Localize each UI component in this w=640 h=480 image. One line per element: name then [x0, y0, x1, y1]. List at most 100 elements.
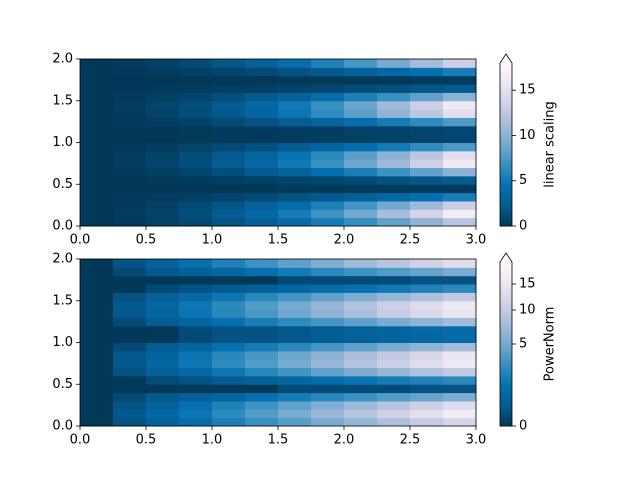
heatmap-cell — [311, 209, 345, 219]
heatmap-cell — [80, 200, 114, 210]
colorbar-swatch — [500, 99, 512, 103]
colorbar-swatch — [500, 278, 512, 281]
heatmap-cell — [344, 142, 378, 152]
heatmap-cell — [278, 409, 312, 419]
heatmap-cell — [410, 417, 444, 427]
heatmap-cell — [113, 75, 147, 85]
heatmap-cell — [212, 334, 246, 343]
colorbar-swatch — [500, 264, 512, 267]
heatmap-cell — [146, 192, 180, 202]
colorbar-swatch — [500, 87, 512, 90]
colorbar-swatch — [500, 122, 512, 125]
heatmap-cell — [443, 117, 477, 127]
colorbar-swatch — [500, 79, 512, 82]
heatmap-cell — [113, 192, 147, 202]
colorbar-swatch — [500, 221, 512, 225]
heatmap-cell — [278, 159, 312, 169]
heatmap-cell — [443, 200, 477, 210]
heatmap-cell — [311, 184, 345, 194]
heatmap-cell — [278, 92, 312, 102]
colorbar-swatch — [500, 118, 512, 121]
colorbar-swatch — [500, 274, 512, 277]
heatmap-cell — [80, 209, 114, 219]
colorbar-swatch — [500, 160, 512, 164]
heatmap-cell — [212, 209, 246, 219]
heatmap-cell — [212, 192, 246, 202]
heatmap-cell — [311, 259, 345, 268]
heatmap-cell — [278, 125, 312, 135]
heatmap-cell — [80, 275, 114, 285]
colorbar-swatch — [500, 142, 512, 145]
heatmap-cell — [377, 109, 411, 118]
heatmap-cell — [410, 217, 444, 227]
colorbar-swatch — [500, 162, 512, 166]
colorbar-swatch — [500, 81, 512, 84]
colorbar-swatch — [500, 213, 512, 217]
heatmap-cell — [344, 392, 378, 402]
heatmap-cell — [344, 167, 378, 177]
heatmap-cell — [410, 125, 444, 135]
colorbar-swatch — [500, 356, 512, 359]
heatmap-cell — [146, 209, 180, 219]
colorbar-swatch — [500, 407, 512, 411]
heatmap-cell — [377, 200, 411, 210]
colorbar-swatch — [500, 303, 512, 306]
heatmap-cell — [377, 159, 411, 169]
heatmap-cell — [212, 350, 246, 360]
colorbar-tick-label: 0 — [519, 419, 527, 434]
heatmap-cell — [212, 417, 246, 427]
heatmap-cell — [212, 109, 246, 118]
colorbar-swatch — [500, 71, 512, 74]
colorbar-swatch — [500, 417, 512, 421]
heatmap-cell — [278, 417, 312, 427]
colorbar-swatch — [500, 391, 512, 394]
heatmap-cell — [212, 275, 246, 285]
heatmap-cell — [410, 275, 444, 285]
x-tick-label: 0.0 — [70, 433, 91, 448]
heatmap-cell — [311, 334, 345, 343]
heatmap-cell — [311, 175, 345, 185]
heatmap-cell — [179, 259, 213, 268]
heatmap-cell — [311, 200, 345, 210]
colorbar-swatch — [500, 298, 512, 302]
heatmap-cell — [179, 325, 213, 335]
colorbar-swatch — [500, 389, 512, 392]
heatmap-cell — [245, 409, 279, 419]
heatmap-cell — [212, 375, 246, 385]
heatmap-cell — [113, 100, 147, 110]
heatmap-cell — [344, 350, 378, 360]
y-tick-label: 1.5 — [52, 293, 73, 308]
colorbar-swatch — [500, 358, 512, 361]
colorbar-swatch — [500, 362, 512, 365]
colorbar-swatch — [500, 115, 512, 119]
colorbar-swatch — [500, 203, 512, 207]
heatmap-cell — [278, 209, 312, 219]
heatmap-cell — [179, 100, 213, 110]
colorbar-swatch — [500, 403, 512, 406]
heatmap-cell — [212, 309, 246, 318]
heatmap-cell — [443, 175, 477, 185]
heatmap-cell — [278, 284, 312, 293]
heatmap-cell — [113, 367, 147, 377]
heatmap-cell — [212, 359, 246, 369]
colorbar-swatch — [500, 107, 512, 111]
heatmap-cell — [245, 275, 279, 285]
heatmap-cell — [80, 100, 114, 110]
heatmap-cell — [311, 275, 345, 285]
heatmap-cell — [278, 67, 312, 77]
colorbar-swatch — [500, 207, 512, 211]
heatmap-cell — [443, 367, 477, 377]
heatmap-cell — [377, 384, 411, 394]
colorbar-tick-label: 5 — [519, 173, 527, 188]
heatmap-cell — [410, 192, 444, 202]
colorbar-swatch — [500, 423, 512, 427]
y-tick-label: 1.0 — [52, 135, 73, 150]
heatmap-cell — [344, 100, 378, 110]
heatmap-cell — [377, 342, 411, 352]
heatmap-cell — [146, 300, 180, 310]
heatmap-cell — [80, 59, 114, 68]
heatmap-cell — [80, 167, 114, 177]
heatmap-cell — [410, 367, 444, 377]
heatmap-cell — [212, 117, 246, 127]
x-tick-label: 1.0 — [202, 433, 223, 448]
